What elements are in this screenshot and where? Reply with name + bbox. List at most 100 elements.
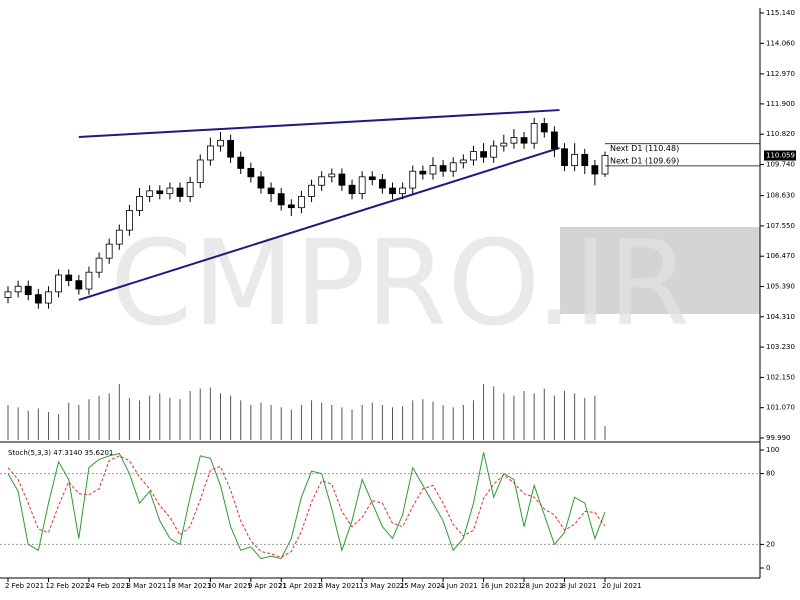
y-tick-label: 20 [766,540,775,548]
y-tick-label: 105.390 [766,283,795,291]
x-tick-label: 3 May 2021 [319,582,360,590]
candle-body [601,155,609,175]
stoch-line [7,452,606,560]
candle-body [166,187,174,195]
candle-body [24,285,32,296]
y-tick-label: 100 [766,446,779,454]
y-tick-label: 115.140 [766,9,795,17]
candle-body [551,131,558,150]
candle-body [65,274,73,282]
candle-body [520,137,528,144]
candle-body [55,274,62,293]
candle-body [561,148,568,167]
candle-body [45,291,52,304]
y-tick-label: 101.070 [766,404,795,412]
candle-body [227,139,235,158]
candle-body [480,151,487,158]
y-tick-label: 102.150 [766,373,795,381]
candle-body [581,153,589,167]
x-tick-label: 20 Jul 2021 [602,582,642,590]
candle-body [338,173,346,186]
candle-body [439,165,447,172]
y-tick-label: 112.970 [766,70,795,78]
candle-body [156,190,164,195]
candle-body [399,187,407,195]
candle-body [277,193,285,206]
candle-body [348,184,356,195]
last-price-label: 110.059 [766,152,795,160]
x-tick-label: 2 Feb 2021 [5,582,44,590]
y-tick-label: 80 [766,470,775,478]
gray-box [560,227,760,314]
trendline [78,146,560,301]
candle-body [34,294,42,304]
candle-body [298,196,305,209]
y-tick-label: 103.230 [766,343,795,351]
candle-body [449,162,457,172]
candle-body [85,271,93,290]
x-tick-label: 8 Jul 2021 [562,582,597,590]
x-tick-label: 16 Jun 2021 [481,582,523,590]
trendline [78,109,560,138]
y-tick-label: 107.550 [766,222,795,230]
candle-body [217,139,224,147]
candle-body [237,156,245,169]
candle-body [196,159,204,183]
x-tick-label: 8 Mar 2021 [126,582,166,590]
x-tick-label: 28 Jun 2021 [521,582,563,590]
candle-body [95,257,103,273]
stoch-title: Stoch(5,3,3) 47.3140 35.6201 [8,449,113,457]
candle-body [571,153,579,167]
candle-body [368,176,376,181]
y-tick-label: 108.630 [766,192,795,200]
x-tick-label: 30 Mar 2021 [207,582,251,590]
x-tick-label: 12 Feb 2021 [45,582,89,590]
candle-body [378,179,386,189]
candle-body [328,173,336,178]
x-tick-label: 25 May 2021 [400,582,446,590]
annotation-label: Next D1 (109.69) [610,156,679,165]
y-tick-label: 99.990 [766,434,791,442]
candle-body [530,123,538,144]
last-price-box [764,150,796,161]
y-tick-label: 106.470 [766,252,795,260]
candle-body [136,196,143,211]
candle-body [470,151,477,161]
candle-body [267,187,275,195]
candle-body [176,187,184,197]
watermark: CMPRO.IR [110,214,690,352]
y-tick-label: 0 [766,564,770,572]
candle-body [429,165,437,175]
candle-body [105,243,113,259]
candle-body [186,182,194,197]
candle-body [500,142,508,147]
annotation-label: Next D1 (110.48) [610,144,679,153]
y-tick-label: 111.900 [766,100,795,108]
x-tick-label: 21 Apr 2021 [278,582,321,590]
candle-body [490,145,498,158]
stoch-line [7,455,606,558]
candle-body [14,285,22,293]
candle-body [115,229,123,245]
y-tick-label: 114.060 [766,39,795,47]
x-tick-label: 18 Mar 2021 [167,582,211,590]
candle-body [591,165,599,175]
x-tick-label: 24 Feb 2021 [86,582,130,590]
candle-body [206,145,214,161]
x-tick-label: 4 Jun 2021 [440,582,478,590]
candle-body [146,190,154,197]
candle-body [419,170,427,175]
candle-body [540,123,548,133]
candle-body [257,176,265,189]
candle-body [409,170,417,189]
y-tick-label: 109.740 [766,160,795,168]
candle-body [287,204,295,209]
candle-body [358,176,366,195]
candle-body [126,210,133,231]
x-tick-label: 9 Apr 2021 [248,582,287,590]
candle-body [308,184,315,197]
candle-body [389,187,396,195]
x-tick-label: 13 May 2021 [359,582,405,590]
candle-body [75,280,83,290]
